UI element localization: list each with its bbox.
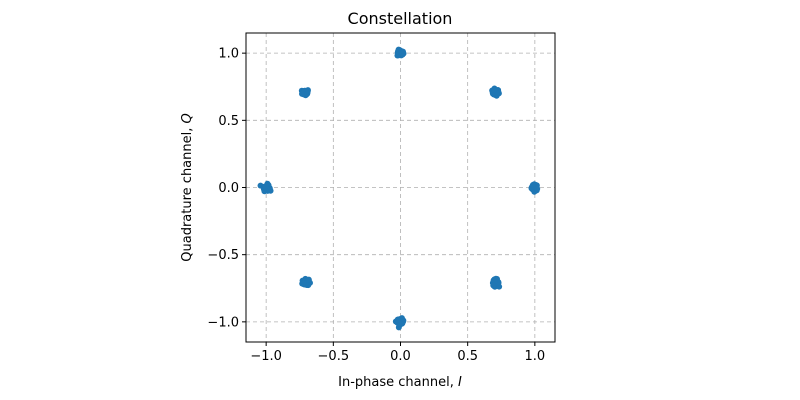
- constellation-point: [299, 275, 313, 289]
- sample-marker: [529, 182, 536, 189]
- sample-marker: [305, 276, 312, 283]
- data-points: [257, 46, 541, 331]
- y-tick-label: −0.5: [207, 248, 239, 263]
- constellation-point: [528, 181, 541, 195]
- y-tick-label: 0.0: [218, 181, 239, 196]
- y-axis-label: Quadrature channel, Q: [180, 113, 195, 261]
- y-axis-label-variable: Q: [180, 113, 195, 123]
- chart-title: Constellation: [348, 9, 453, 28]
- y-tick-label: 0.5: [218, 114, 239, 129]
- constellation-point: [257, 180, 274, 195]
- y-tick-label: −1.0: [207, 315, 239, 330]
- sample-marker: [534, 185, 541, 192]
- sample-marker: [490, 282, 497, 289]
- x-tick-label: 0.0: [390, 349, 411, 364]
- x-tick-label: −0.5: [318, 349, 350, 364]
- constellation-point: [489, 275, 503, 290]
- sample-marker: [399, 50, 406, 57]
- constellation-point: [489, 85, 502, 99]
- constellation-point: [298, 87, 311, 99]
- x-axis-label: In-phase channel, I: [338, 375, 462, 390]
- x-tick-label: 0.5: [457, 349, 478, 364]
- sample-marker: [262, 183, 269, 190]
- y-axis-label-text: Quadrature channel,: [180, 124, 195, 262]
- x-tick-label: −1.0: [250, 349, 282, 364]
- x-axis-label-variable: I: [458, 375, 462, 390]
- sample-marker: [267, 187, 274, 194]
- constellation-point: [394, 46, 407, 59]
- sample-marker: [495, 90, 502, 97]
- sample-marker: [299, 90, 306, 97]
- y-tick-label: 1.0: [218, 47, 239, 62]
- sample-marker: [491, 87, 498, 94]
- constellation-point: [392, 315, 407, 331]
- grid: [246, 33, 555, 342]
- x-axis-label-text: In-phase channel,: [338, 375, 458, 390]
- ticks: −1.0 −0.5 0.0 0.5 1.0 −1.0 −0.5 0.0 0.5 1.0: [207, 47, 545, 364]
- x-tick-label: 1.0: [525, 349, 546, 364]
- sample-marker: [394, 316, 401, 323]
- sample-marker: [496, 283, 503, 290]
- sample-marker: [300, 280, 307, 287]
